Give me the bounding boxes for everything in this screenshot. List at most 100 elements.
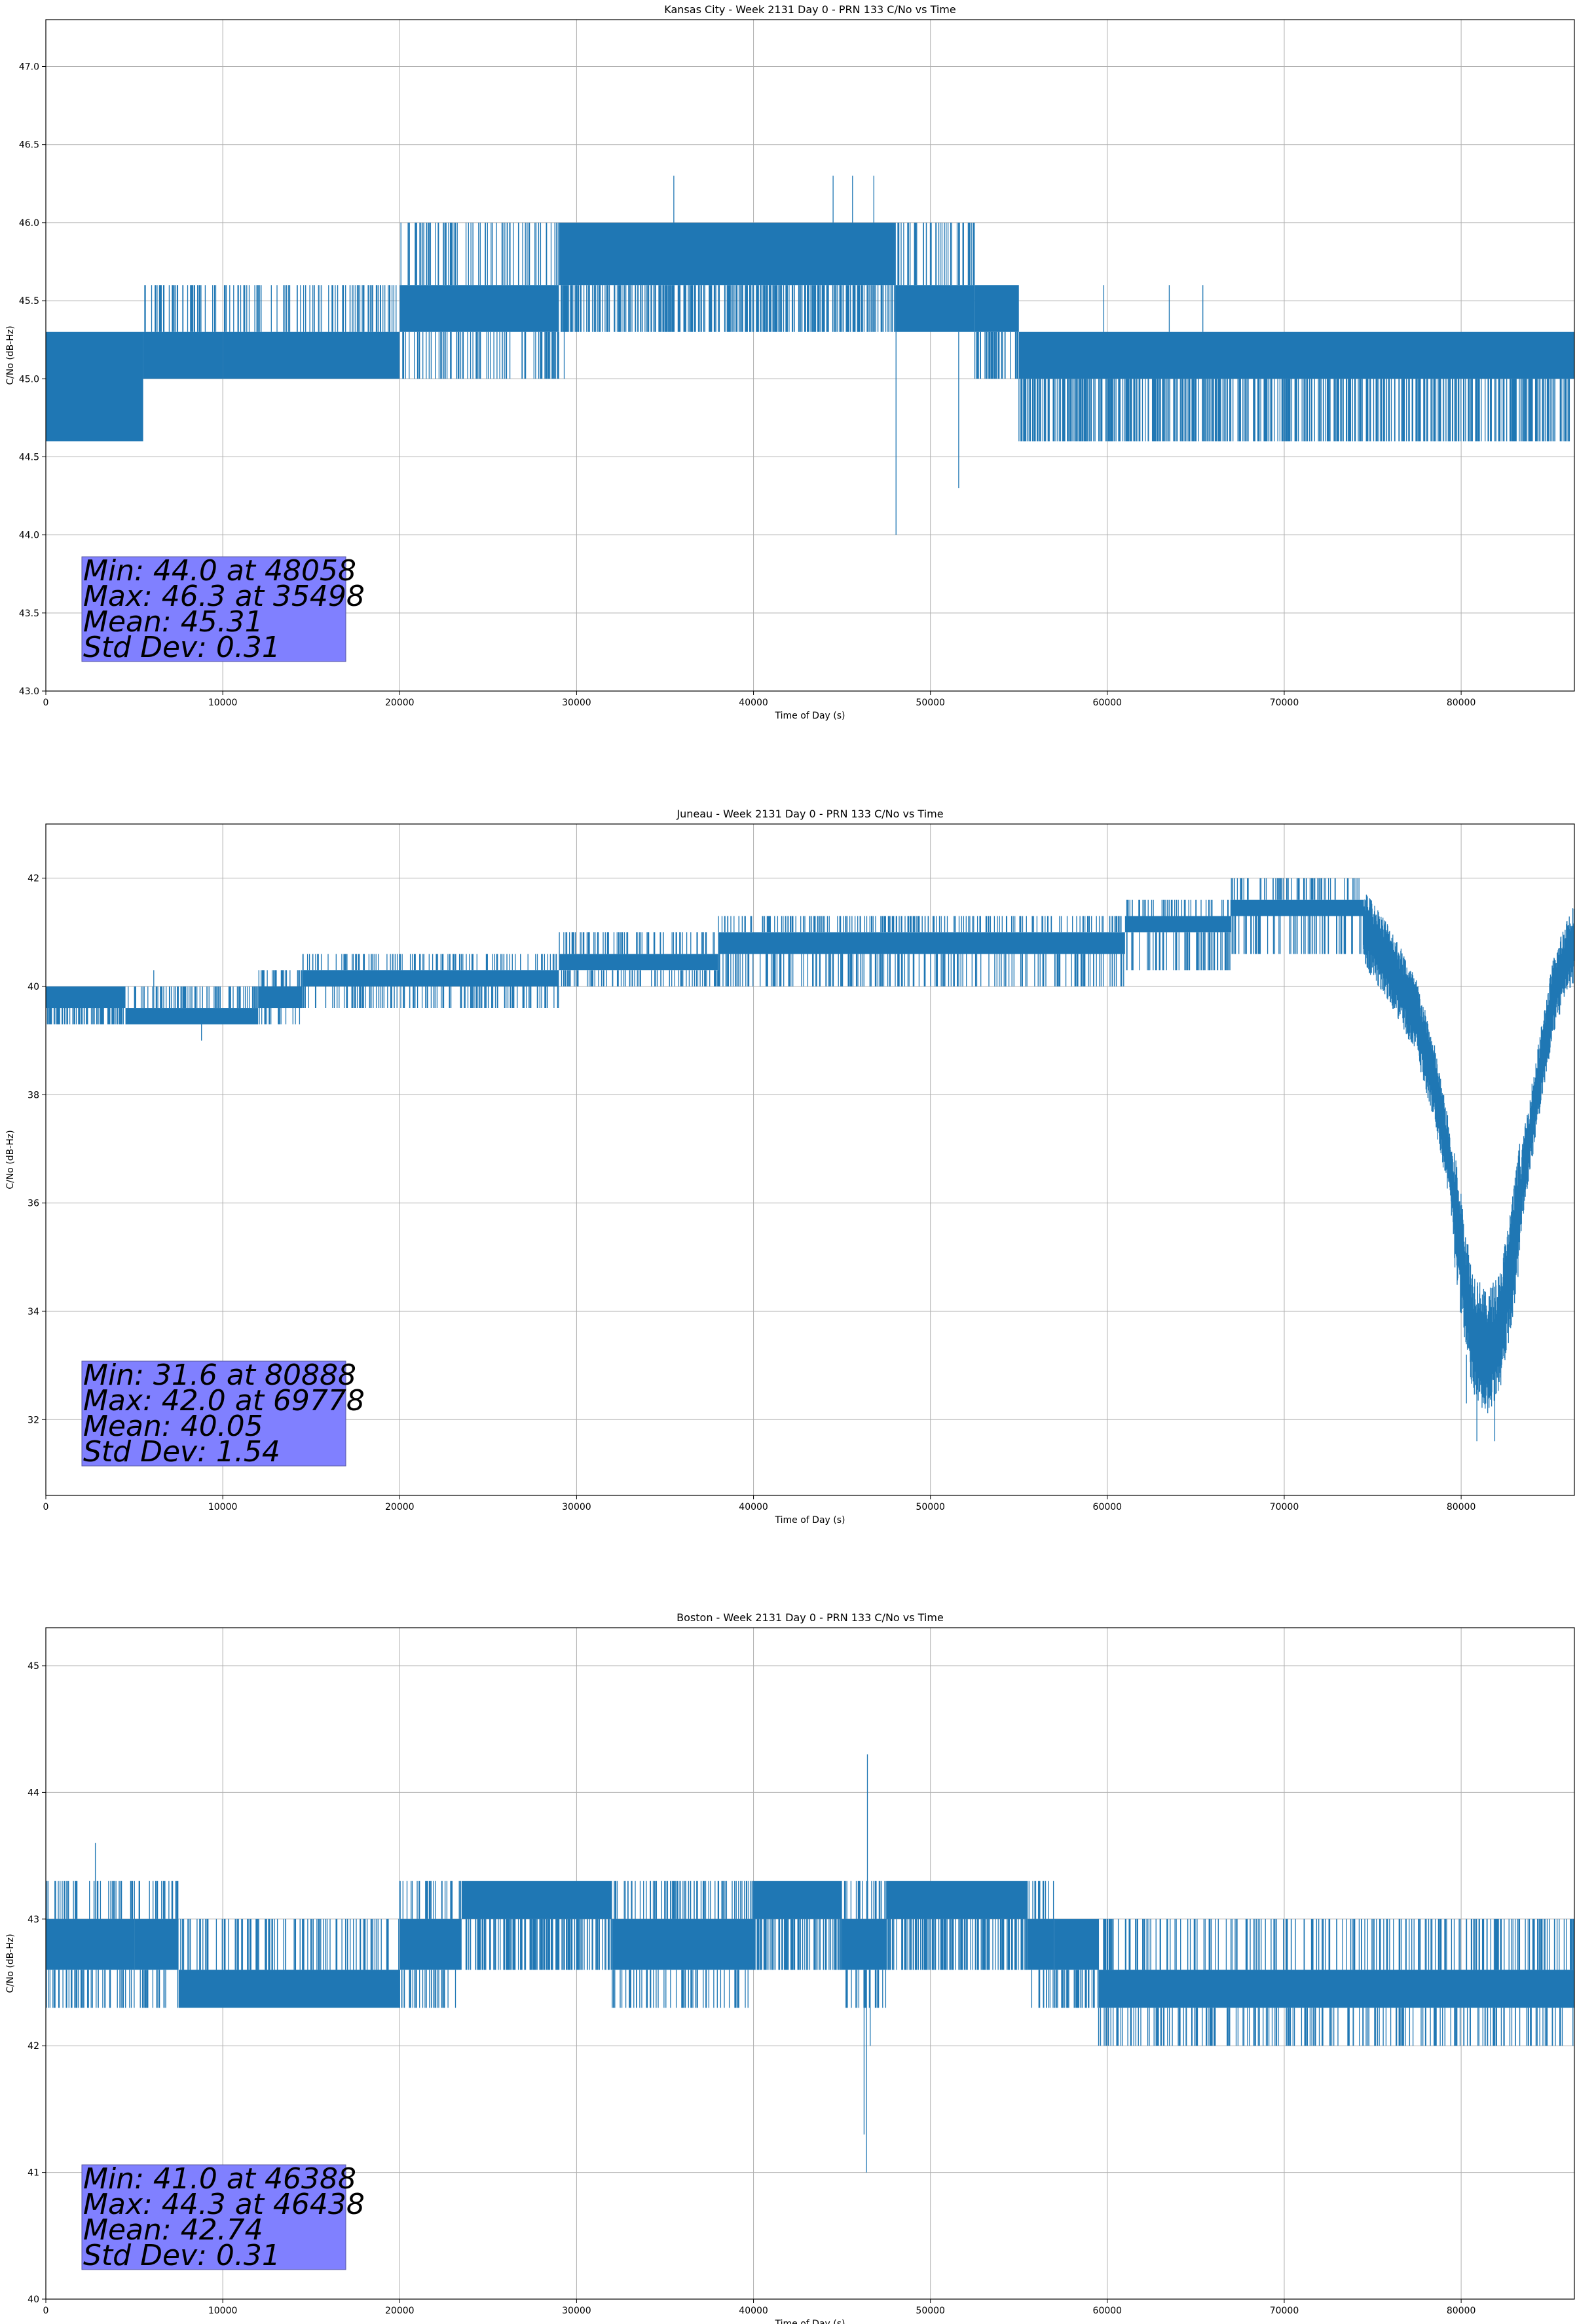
- x-ticks: 0 10000 20000 30000 40000 50000 60000 70000 8000…: [43, 1495, 1476, 1512]
- x-tick-label: 50000: [916, 698, 945, 708]
- plot-frame: [45, 823, 1575, 1496]
- x-tick-label: 10000: [208, 698, 238, 708]
- x-tick-label: 0: [43, 2306, 49, 2316]
- y-tick-label: 45: [28, 1661, 39, 1672]
- stats-mean: Mean: 40.05: [83, 1410, 263, 1443]
- x-tick-label: 50000: [916, 2306, 945, 2316]
- series-band: [559, 954, 718, 971]
- y-tick-label: 44: [28, 1788, 39, 1798]
- x-tick-label: 80000: [1447, 1502, 1476, 1512]
- x-tick-label: 50000: [916, 1502, 945, 1512]
- series-band: [178, 1970, 400, 2008]
- x-tick-label: 0: [43, 698, 49, 708]
- y-tick-label: 36: [28, 1199, 39, 1209]
- x-ticks: 0 10000 20000 30000 40000 50000 60000 70000 8000…: [43, 2299, 1475, 2316]
- chart-panel-boston: Boston - Week 2131 Day 0 - PRN 133 C/No …: [5, 1611, 1575, 2324]
- y-tick-label: 45.0: [19, 374, 39, 384]
- stats-std-dev: Std Dev: 0.31: [83, 2239, 280, 2272]
- data-series: [46, 878, 1574, 1442]
- y-tick-label: 42: [28, 874, 39, 884]
- series-band: [1054, 1919, 1099, 1970]
- plot-frame: [45, 19, 1575, 692]
- y-tick-label: 43.5: [19, 609, 39, 619]
- y-tick-label: 46.0: [19, 218, 39, 229]
- series-band: [1098, 1970, 1574, 2008]
- stats-max: Max: 44.3 at 46438: [83, 2188, 365, 2221]
- plot-frame: [45, 1627, 1575, 2300]
- series-band: [612, 1919, 754, 1970]
- stats-min: Min: 41.0 at 46388: [83, 2162, 356, 2196]
- series-line: [46, 878, 1574, 1442]
- x-tick-label: 30000: [562, 1502, 591, 1512]
- x-tick-label: 30000: [562, 698, 591, 708]
- series-band: [1231, 899, 1364, 916]
- series-band: [842, 1919, 887, 1970]
- x-tick-label: 40000: [739, 2306, 768, 2316]
- data-series: [46, 1754, 1574, 2173]
- gridlines: [46, 824, 1574, 1495]
- x-tick-label: 70000: [1270, 2306, 1299, 2316]
- stats-min: Min: 31.6 at 80888: [83, 1359, 356, 1392]
- y-axis-label: C/No (dB-Hz): [5, 1934, 16, 1993]
- y-tick-label: 41: [28, 2168, 39, 2179]
- y-ticks: 43.0 43.5 44.0 44.5 45.0 45.5 46.0 46.5 47.0: [19, 62, 46, 697]
- y-tick-label: 34: [28, 1307, 39, 1317]
- series-band: [399, 285, 559, 332]
- y-tick-label: 44.0: [19, 531, 39, 541]
- x-tick-label: 20000: [385, 1502, 415, 1512]
- y-tick-label: 40: [28, 2295, 39, 2305]
- chart-title: Kansas City - Week 2131 Day 0 - PRN 133 …: [664, 3, 955, 16]
- x-tick-label: 60000: [1093, 698, 1122, 708]
- x-tick-label: 20000: [385, 698, 415, 708]
- series-band: [1124, 916, 1231, 933]
- x-tick-label: 60000: [1093, 1502, 1122, 1512]
- y-tick-label: 40: [28, 982, 39, 992]
- chart-panel-juneau: Juneau - Week 2131 Day 0 - PRN 133 C/No …: [5, 808, 1575, 1526]
- stats-max: Max: 46.3 at 35498: [83, 580, 365, 613]
- x-tick-label: 60000: [1093, 2306, 1122, 2316]
- x-tick-label: 40000: [739, 698, 768, 708]
- y-ticks: 32 34 36 38 40 42: [28, 874, 46, 1425]
- y-tick-label: 38: [28, 1090, 39, 1100]
- y-tick-label: 47.0: [19, 62, 39, 73]
- x-tick-label: 10000: [208, 2306, 238, 2316]
- x-tick-label: 20000: [385, 2306, 415, 2316]
- y-tick-label: 45.5: [19, 296, 39, 307]
- chart-panel-kansas-city: Kansas City - Week 2131 Day 0 - PRN 133 …: [5, 3, 1575, 721]
- y-tick-label: 43.0: [19, 686, 39, 697]
- series-line: [144, 176, 1570, 535]
- stats-mean: Mean: 42.74: [83, 2213, 263, 2247]
- series-band: [461, 1881, 612, 1919]
- stats-box-background: [81, 2164, 346, 2270]
- series-band: [886, 1881, 1028, 1919]
- x-axis-label: Time of Day (s): [775, 711, 845, 721]
- stats-std-dev: Std Dev: 0.31: [83, 631, 280, 664]
- series-band: [1028, 1919, 1054, 1970]
- stats-box: Min: 41.0 at 46388 Max: 44.3 at 46438 Me…: [81, 2162, 365, 2272]
- x-axis-label: Time of Day (s): [775, 1515, 845, 1526]
- chart-title: Boston - Week 2131 Day 0 - PRN 133 C/No …: [677, 1611, 944, 1624]
- series-band: [143, 331, 223, 379]
- chart-title: Juneau - Week 2131 Day 0 - PRN 133 C/No …: [676, 808, 943, 820]
- y-tick-label: 42: [28, 2041, 39, 2052]
- stats-std-dev: Std Dev: 1.54: [83, 1435, 280, 1469]
- data-series: [46, 176, 1574, 535]
- x-tick-label: 30000: [562, 2306, 591, 2316]
- x-tick-label: 80000: [1447, 698, 1476, 708]
- series-band: [895, 285, 975, 332]
- y-tick-label: 46.5: [19, 140, 39, 151]
- stats-box: Min: 44.0 at 48058 Max: 46.3 at 35498 Me…: [81, 554, 365, 664]
- series-band: [46, 986, 126, 1009]
- series-band: [718, 932, 1125, 954]
- series-band: [258, 986, 303, 1009]
- stats-max: Max: 42.0 at 69778: [83, 1384, 365, 1417]
- x-tick-label: 40000: [739, 1502, 768, 1512]
- x-tick-label: 70000: [1270, 698, 1299, 708]
- series-band: [753, 1881, 842, 1919]
- y-tick-label: 44.5: [19, 452, 39, 462]
- series-band: [399, 1919, 462, 1970]
- x-tick-label: 0: [43, 1502, 49, 1512]
- x-tick-label: 70000: [1270, 1502, 1299, 1512]
- y-ticks: 40 41 42 43 44 45: [28, 1661, 46, 2305]
